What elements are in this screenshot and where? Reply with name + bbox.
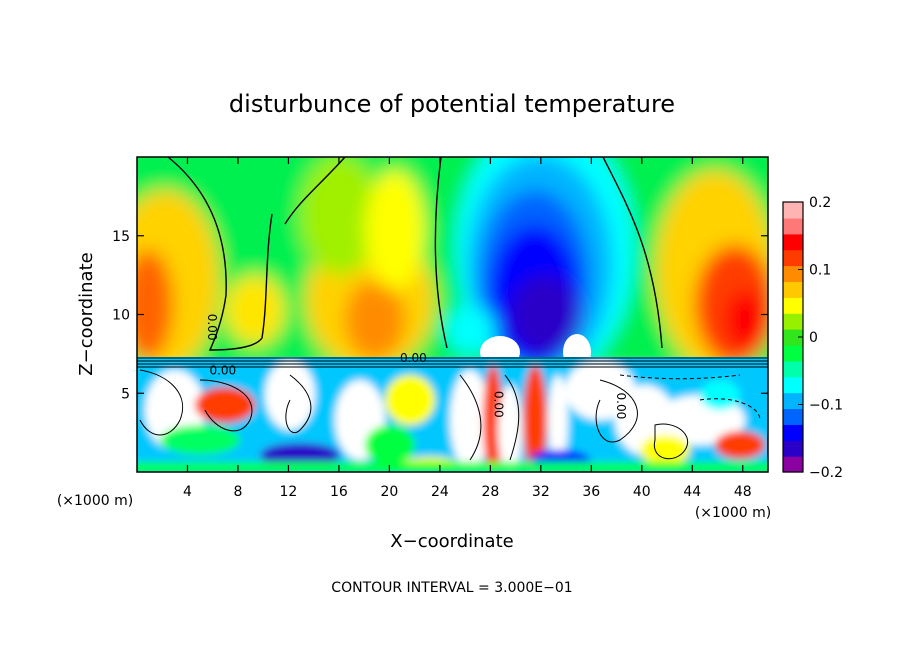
x-tick-label: 40: [633, 484, 651, 500]
x-tick-label: 24: [431, 484, 449, 500]
x-tick-label: 48: [734, 484, 752, 500]
colorbar-swatch: [783, 249, 803, 267]
colorbar-swatch: [783, 297, 803, 314]
colorbar-swatch: [783, 408, 803, 425]
y-tick-label: 15: [112, 229, 130, 245]
y-axis-label: Z−coordinate: [76, 252, 97, 375]
y-tick-label: 10: [112, 308, 130, 324]
x-tick-label: 8: [233, 484, 242, 500]
contour-labels: 0.00 0.00 0.00 0.00 0.00: [205, 314, 628, 419]
contour-label: 0.00: [205, 314, 219, 341]
colorbar-swatch: [783, 202, 803, 219]
x-tick-label: 20: [380, 484, 398, 500]
colorbar-swatch: [783, 217, 803, 235]
colorbar-swatch: [783, 424, 803, 441]
y-tick-label: 5: [121, 386, 130, 402]
chart-title: disturbunce of potential temperature: [229, 90, 675, 118]
contour-label: 0.00: [209, 364, 236, 378]
colorbar-swatch: [783, 440, 803, 457]
colorbar-tick-label: 0.1: [809, 263, 831, 279]
contour-label: 0.00: [614, 392, 628, 419]
colorbar-swatch: [783, 376, 803, 394]
colorbar-swatch: [783, 360, 803, 378]
x-tick-label: 28: [481, 484, 499, 500]
x-tick-label: 4: [183, 484, 192, 500]
x-tick-label: 36: [582, 484, 600, 500]
contour-label: 0.00: [491, 391, 505, 418]
colorbar-tick-label: 0.2: [809, 195, 831, 211]
x-unit-right: (×1000 m): [695, 505, 771, 521]
colorbar-swatch: [783, 265, 803, 283]
colorbar: 0.2 0.1 0 −0.1 −0.2: [782, 195, 843, 481]
x-tick-label: 32: [532, 484, 550, 500]
x-axis-label: X−coordinate: [390, 531, 513, 552]
colorbar-swatch: [783, 329, 803, 346]
colorbar-tick-label: −0.1: [809, 398, 843, 414]
colorbar-tick-label: −0.2: [809, 465, 843, 481]
x-tick-label: 16: [330, 484, 348, 500]
x-tick-label: 12: [280, 484, 298, 500]
contour-interval-note: CONTOUR INTERVAL = 3.000E−01: [331, 580, 572, 596]
x-tick-label: 44: [683, 484, 701, 500]
contour-label: 0.00: [400, 351, 427, 365]
colorbar-tick-label: 0: [809, 330, 818, 346]
x-unit-left: (×1000 m): [57, 493, 133, 509]
colorbar-swatch: [783, 233, 803, 251]
colorbar-swatch: [783, 344, 803, 362]
colorbar-swatch: [783, 456, 803, 473]
colorbar-swatch: [783, 313, 803, 330]
colorbar-swatch: [783, 281, 803, 298]
heatmap-field: 0.00 0.00 0.00 0.00 0.00: [137, 156, 768, 472]
colorbar-swatch: [783, 392, 803, 410]
